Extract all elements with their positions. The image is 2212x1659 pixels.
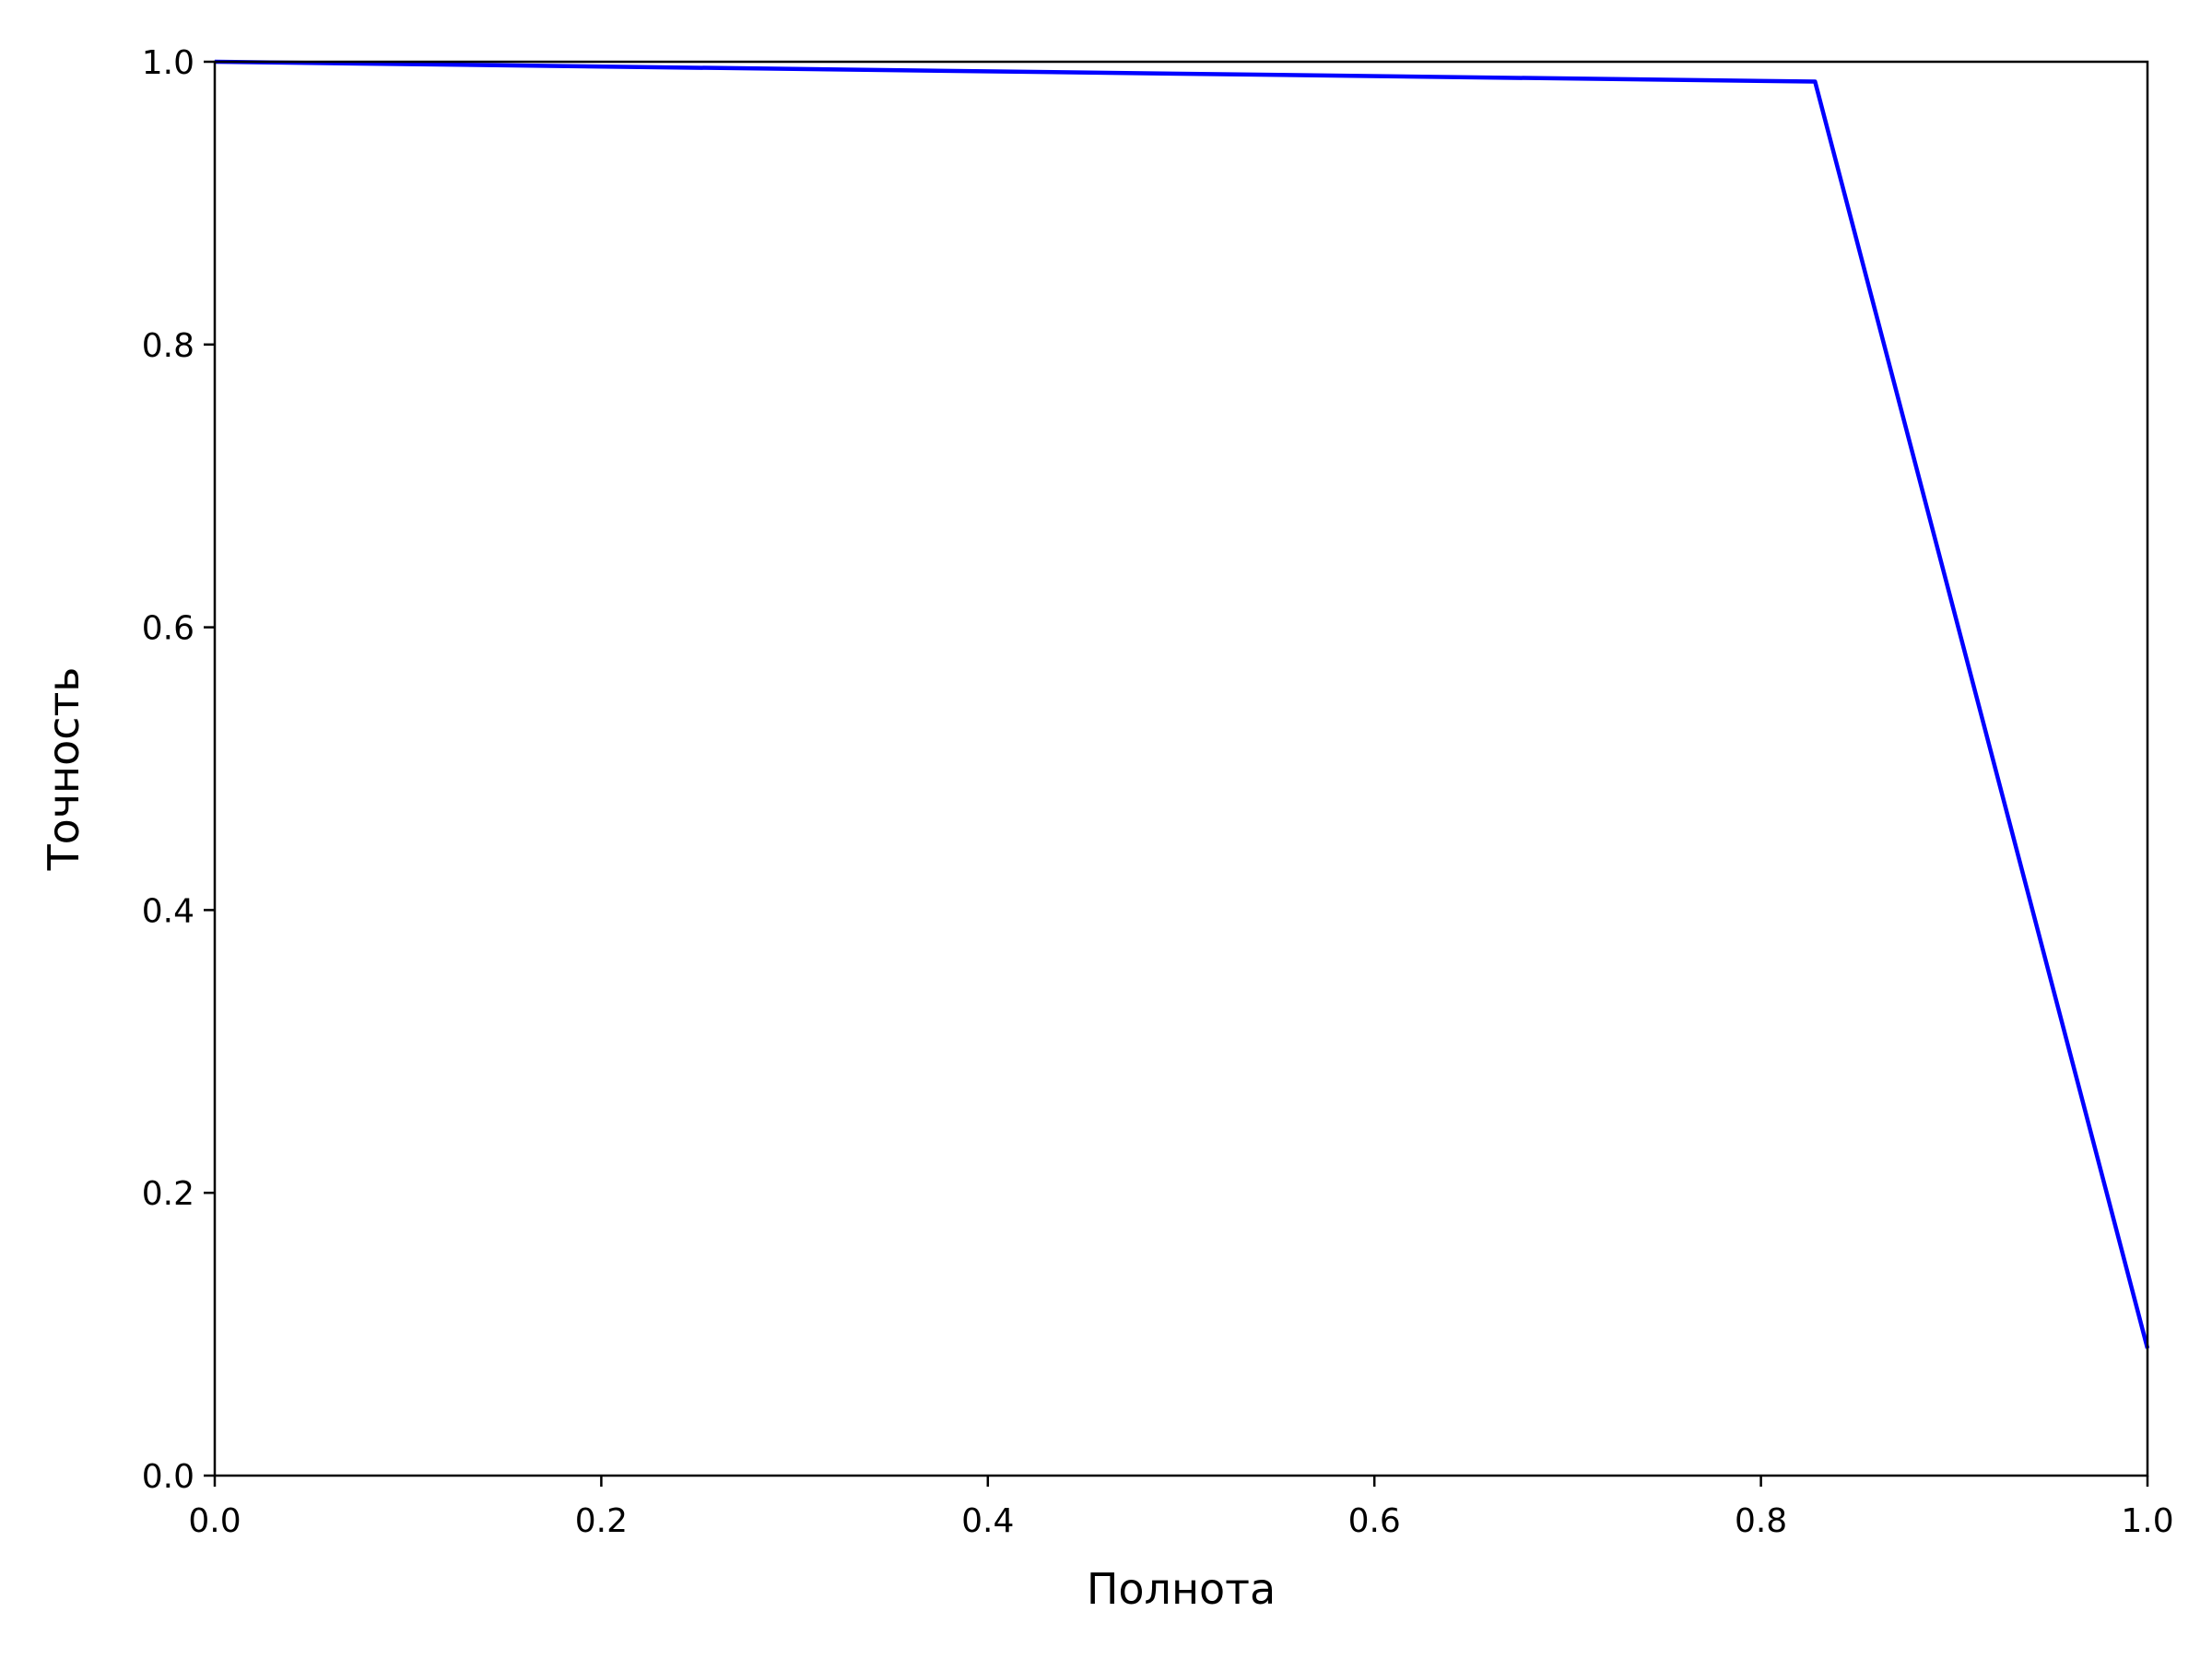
y-tick-label: 0.6	[142, 610, 194, 648]
plot-area	[215, 62, 2147, 1476]
series-layer	[214, 59, 2150, 1349]
y-tick-label: 0.8	[142, 327, 194, 365]
y-tick-label: 0.0	[142, 1458, 194, 1496]
y-axis-label: Точность	[39, 667, 88, 872]
x-axis-ticks: 0.0 0.2 0.4 0.6 0.8 1.0	[188, 1476, 2174, 1540]
x-tick-label: 0.8	[1735, 1502, 1787, 1540]
x-tick-label: 0.0	[188, 1502, 241, 1540]
y-axis-ticks: 0.0 0.2 0.4 0.6 0.8 1.0	[142, 44, 215, 1496]
y-tick-label: 0.4	[142, 892, 194, 930]
plot-frame	[213, 60, 2149, 1477]
y-tick-label: 0.2	[142, 1175, 194, 1213]
series-line	[214, 59, 2150, 1349]
x-tick-label: 1.0	[2121, 1502, 2173, 1540]
x-tick-label: 0.4	[961, 1502, 1014, 1540]
x-axis-label: Полнота	[1087, 1564, 1276, 1614]
x-tick-label: 0.6	[1348, 1502, 1401, 1540]
y-tick-label: 1.0	[142, 44, 194, 82]
x-tick-label: 0.2	[575, 1502, 628, 1540]
